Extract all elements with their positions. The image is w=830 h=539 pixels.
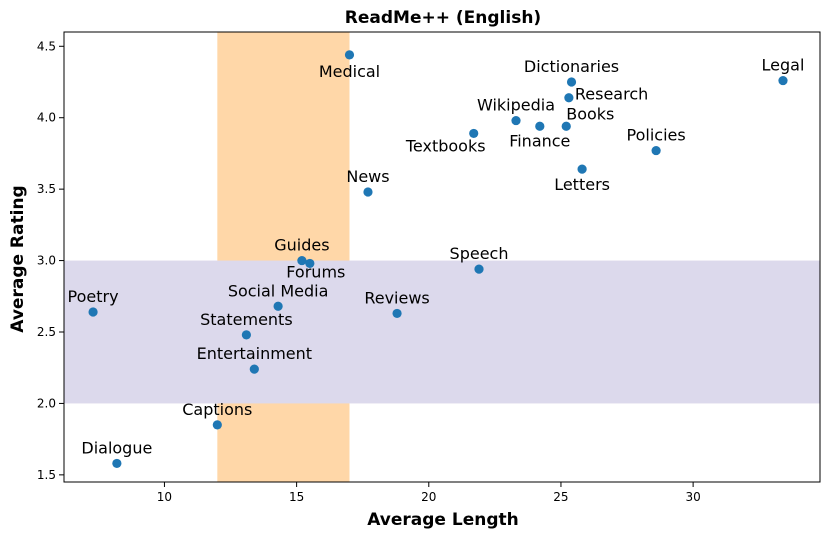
point-speech — [474, 264, 484, 274]
point-textbooks — [469, 128, 479, 139]
y-axis-ticks: 1.5 2.0 2.5 3.0 3.5 4.0 4.5 — [37, 39, 64, 482]
y-tick-label: 3.5 — [37, 182, 56, 196]
label-policies: Policies — [627, 126, 686, 145]
point-poetry — [88, 307, 98, 317]
point-dictionaries — [566, 77, 577, 87]
horizontal-band — [64, 260, 820, 404]
point-statements — [241, 330, 251, 340]
vertical-band — [217, 32, 350, 482]
label-medical: Medical — [319, 62, 380, 81]
label-reviews: Reviews — [364, 288, 429, 307]
point-social-media — [273, 301, 283, 311]
label-legal: Legal — [762, 56, 805, 75]
y-axis-label: Average Rating — [8, 185, 28, 332]
point-legal — [778, 75, 788, 86]
point-policies — [651, 145, 661, 156]
label-letters: Letters — [554, 175, 610, 194]
point-guides — [297, 255, 307, 266]
x-tick-label: 20 — [421, 490, 436, 504]
y-tick-label: 1.5 — [37, 468, 56, 482]
label-entertainment: Entertainment — [197, 344, 312, 363]
x-axis-label: Average Length — [367, 510, 519, 530]
label-research: Research — [575, 85, 648, 104]
label-wikipedia: Wikipedia — [477, 96, 555, 115]
point-research — [564, 93, 574, 103]
point-captions — [212, 420, 222, 430]
point-forums — [305, 258, 315, 269]
label-news: News — [346, 167, 389, 186]
label-finance: Finance — [509, 131, 570, 150]
point-entertainment — [249, 364, 259, 374]
point-news — [363, 187, 373, 197]
x-tick-label: 15 — [289, 490, 304, 504]
point-reviews — [392, 308, 402, 319]
chart-title: ReadMe++ (English) — [345, 8, 541, 28]
label-books: Books — [566, 104, 614, 123]
point-finance — [535, 121, 545, 131]
label-social-media: Social Media — [228, 281, 329, 300]
point-wikipedia — [511, 115, 521, 126]
label-captions: Captions — [182, 400, 252, 419]
label-dialogue: Dialogue — [81, 438, 152, 457]
plot-frame — [63, 31, 821, 483]
data-points — [88, 50, 788, 469]
point-books — [561, 121, 571, 131]
label-textbooks: Textbooks — [405, 136, 486, 155]
x-tick-label: 10 — [157, 490, 172, 504]
x-tick-label: 25 — [553, 490, 568, 504]
label-statements: Statements — [200, 310, 293, 329]
label-forums: Forums — [286, 262, 345, 281]
point-dialogue — [112, 458, 122, 469]
point-medical — [344, 50, 355, 60]
y-tick-label: 2.0 — [37, 396, 56, 410]
label-dictionaries: Dictionaries — [524, 57, 619, 76]
point-labels: Medical Dictionaries Research Legal Wikipedi… — [68, 56, 805, 458]
label-guides: Guides — [274, 236, 329, 255]
y-tick-label: 3.0 — [37, 254, 56, 268]
highlight-bands — [64, 32, 820, 482]
label-poetry: Poetry — [68, 287, 119, 306]
y-tick-label: 4.5 — [37, 39, 56, 53]
y-tick-label: 2.5 — [37, 325, 56, 339]
x-tick-label: 30 — [685, 490, 700, 504]
point-letters — [577, 164, 587, 174]
x-axis-ticks: 10 15 20 25 30 — [157, 482, 701, 504]
label-speech: Speech — [450, 244, 509, 263]
y-tick-label: 4.0 — [37, 111, 56, 125]
